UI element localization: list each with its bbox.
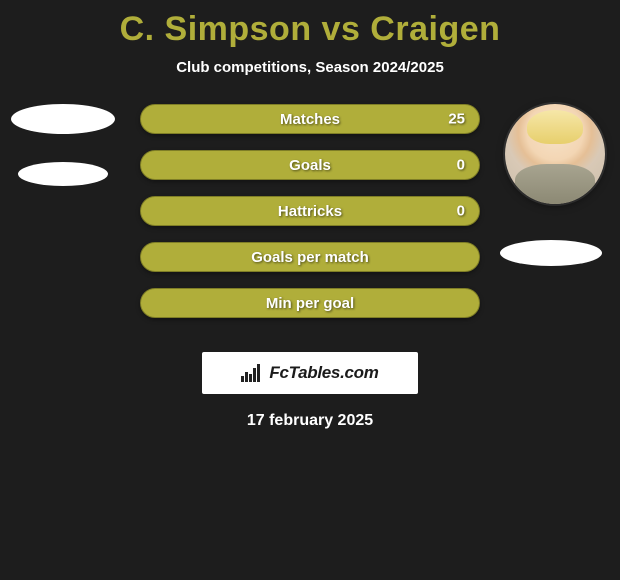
snapshot-date: 17 february 2025: [0, 412, 620, 430]
stat-bars: Matches 25 Goals 0 Hattricks 0 Goals per…: [140, 104, 480, 334]
stat-bar-goals: Goals 0: [140, 150, 480, 180]
bar-chart-icon: [241, 364, 263, 382]
stat-value: 0: [457, 157, 465, 174]
stat-label: Hattricks: [278, 203, 342, 220]
player-right-column: [500, 104, 610, 266]
stat-bar-min-per-goal: Min per goal: [140, 288, 480, 318]
player-left-column: [8, 104, 118, 206]
stat-label: Min per goal: [266, 295, 354, 312]
comparison-panel: Matches 25 Goals 0 Hattricks 0 Goals per…: [0, 104, 620, 344]
player-right-placeholder: [500, 240, 602, 266]
player-right-avatar: [505, 104, 605, 204]
stat-bar-goals-per-match: Goals per match: [140, 242, 480, 272]
source-logo: FcTables.com: [202, 352, 418, 394]
stat-bar-hattricks: Hattricks 0: [140, 196, 480, 226]
stat-label: Goals per match: [251, 249, 369, 266]
stat-value: 0: [457, 203, 465, 220]
stat-bar-matches: Matches 25: [140, 104, 480, 134]
stat-value: 25: [448, 111, 465, 128]
player-left-placeholder-1: [11, 104, 115, 134]
stat-label: Matches: [280, 111, 340, 128]
stat-label: Goals: [289, 157, 331, 174]
source-logo-text: FcTables.com: [269, 363, 378, 383]
page-title: C. Simpson vs Craigen: [0, 0, 620, 49]
subtitle: Club competitions, Season 2024/2025: [0, 59, 620, 76]
player-left-placeholder-2: [18, 162, 108, 186]
